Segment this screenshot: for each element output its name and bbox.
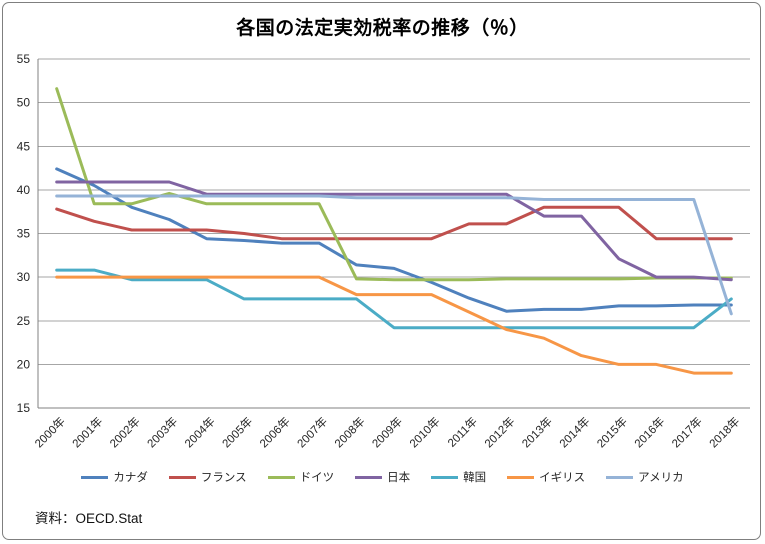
- x-tick-label-2004: 2004年: [182, 414, 218, 450]
- y-tick-label-40: 40: [17, 183, 31, 197]
- x-tick-label-2016: 2016年: [631, 414, 667, 450]
- x-tick-label-2017: 2017年: [669, 414, 705, 450]
- y-tick-label-45: 45: [17, 139, 31, 153]
- legend-label-uk: イギリス: [539, 472, 586, 484]
- x-tick-label-2005: 2005年: [219, 414, 255, 450]
- legend-line-swatch-germany: [267, 475, 295, 479]
- x-tick-label-2008: 2008年: [332, 414, 368, 450]
- x-tick-label-2000: 2000年: [32, 414, 68, 450]
- series-line-france: [55, 205, 733, 241]
- legend-line-swatch-japan: [355, 475, 383, 479]
- legend-line-swatch-usa: [606, 475, 634, 479]
- x-tick-label-2011: 2011年: [445, 414, 481, 450]
- legend-line-swatch-uk: [507, 475, 535, 479]
- legend-item-france: フランス: [168, 469, 247, 485]
- legend: カナダ フランス ドイツ 日本 韓国 イギリス アメリカ: [0, 469, 765, 485]
- legend-line-swatch-korea: [431, 475, 459, 479]
- x-tick-label-2001: 2001年: [69, 414, 105, 450]
- series-line-korea: [55, 268, 733, 330]
- y-tick-label-20: 20: [17, 357, 31, 371]
- legend-item-usa: アメリカ: [606, 469, 684, 485]
- x-tick-label-2013: 2013年: [519, 414, 555, 450]
- series-line-japan: [55, 180, 733, 282]
- legend-line-swatch-france: [168, 475, 196, 479]
- legend-label-japan: 日本: [387, 472, 411, 484]
- legend-item-korea: 韓国: [431, 469, 486, 485]
- x-tick-label-2014: 2014年: [556, 414, 592, 450]
- x-tick-label-2012: 2012年: [481, 414, 517, 450]
- y-tick-label-35: 35: [17, 227, 31, 241]
- chart-title: 各国の法定実効税率の推移（％）: [236, 18, 529, 39]
- source-note: 資料：OECD.Stat: [35, 511, 143, 526]
- y-tick-label-50: 50: [17, 96, 31, 110]
- y-tick-label-25: 25: [17, 314, 31, 328]
- legend-item-japan: 日本: [355, 469, 410, 485]
- legend-item-uk: イギリス: [507, 469, 585, 485]
- x-tick-label-2006: 2006年: [257, 414, 293, 450]
- x-tick-label-2010: 2010年: [406, 414, 442, 450]
- x-tick-label-2018: 2018年: [706, 414, 742, 450]
- series-line-uk: [55, 275, 733, 375]
- y-tick-label-55: 55: [17, 52, 31, 66]
- series-line-canada: [55, 167, 733, 313]
- y-tick-label-15: 15: [17, 401, 31, 415]
- legend-label-korea: 韓国: [463, 472, 487, 484]
- legend-label-usa: アメリカ: [638, 472, 684, 484]
- x-tick-label-2003: 2003年: [144, 414, 180, 450]
- x-tick-label-2002: 2002年: [107, 414, 143, 450]
- legend-label-canada: カナダ: [113, 472, 148, 484]
- y-tick-label-30: 30: [17, 270, 31, 284]
- legend-label-france: フランス: [200, 472, 247, 484]
- series-line-usa: [55, 194, 733, 316]
- series-line-germany: [55, 87, 733, 282]
- legend-line-swatch-canada: [81, 475, 109, 479]
- x-tick-label-2007: 2007年: [294, 414, 330, 450]
- legend-label-germany: ドイツ: [299, 472, 335, 484]
- legend-item-germany: ドイツ: [267, 469, 335, 485]
- x-tick-label-2009: 2009年: [369, 414, 405, 450]
- legend-item-canada: カナダ: [81, 469, 148, 485]
- x-tick-label-2015: 2015年: [594, 414, 630, 450]
